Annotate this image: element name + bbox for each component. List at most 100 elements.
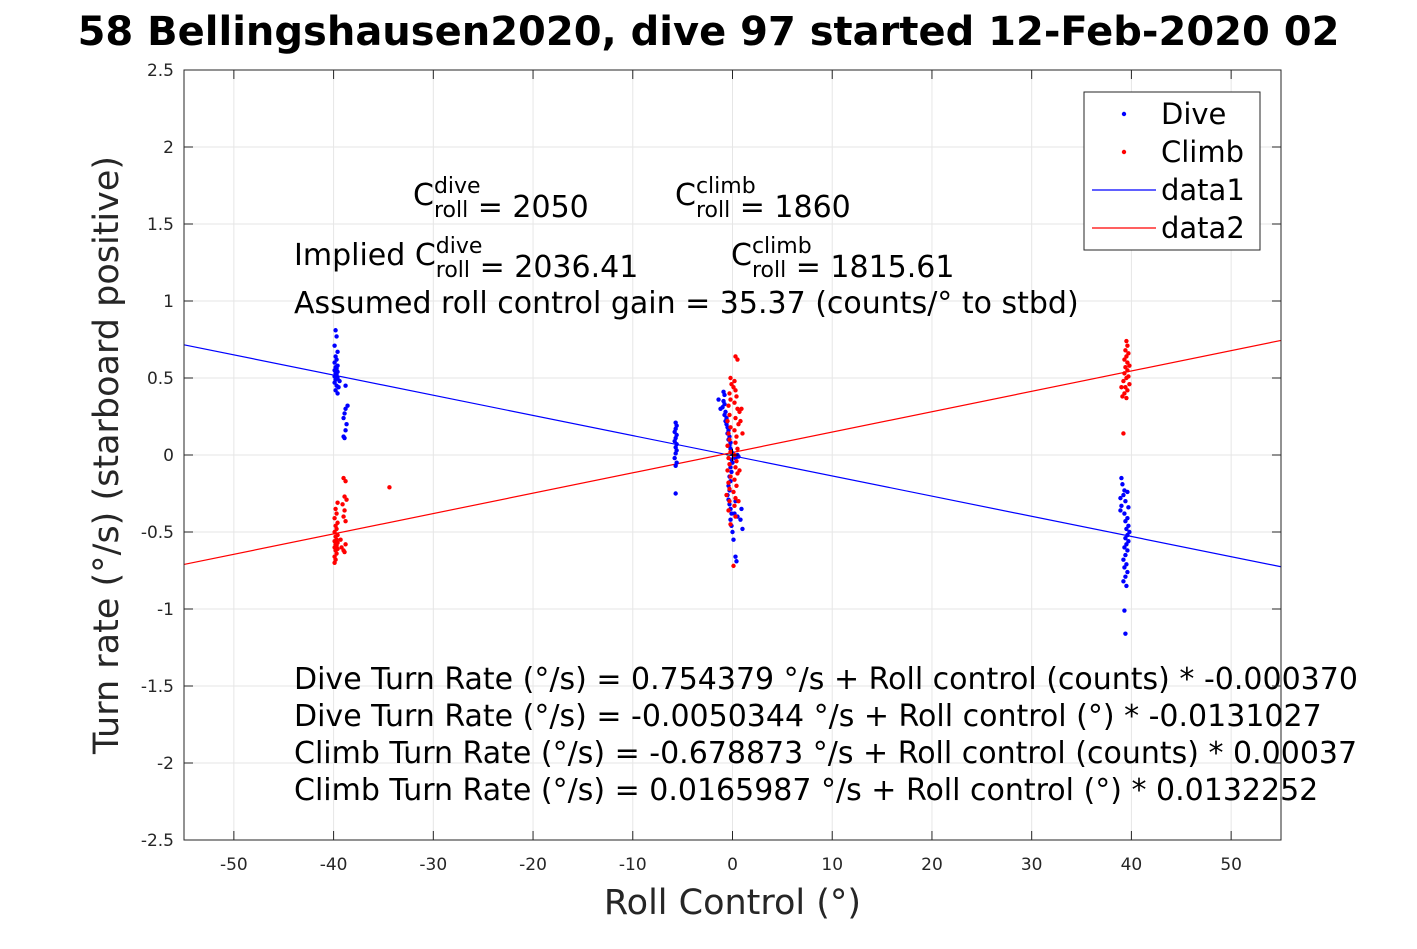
annotation-line: Dive Turn Rate (°/s) = 0.754379 °/s + Ro… [294,662,1358,697]
data-point-dive [1124,583,1129,589]
annotation: Dive Turn Rate (°/s) = 0.754379 °/s + Ro… [294,662,1358,808]
y-tick-label: 1 [163,292,174,312]
data-point-climb [341,514,346,519]
annotation-text: Climb Turn Rate (°/s) = 0.0165987 °/s + … [294,773,1318,808]
data-point-climb [734,483,739,488]
data-point-climb [728,449,733,455]
data-point-climb [732,400,737,405]
data-point-climb [332,560,337,565]
data-point-climb [332,529,337,535]
annotation-text: Dive Turn Rate (°/s) = -0.0050344 °/s + … [294,699,1322,734]
data-point-climb [733,495,738,501]
annotation: Cclimb roll = 1860 [675,174,851,225]
data-point-dive [1123,519,1128,524]
data-point-climb [731,489,736,495]
data-point-climb [1120,394,1125,399]
annotation-subscript: roll [434,198,468,223]
data-point-dive [332,343,337,348]
annotation-line: Climb Turn Rate (°/s) = 0.0165987 °/s + … [294,773,1318,808]
annotation-superscript: climb [752,234,812,259]
data-point-climb [728,474,733,479]
data-point-dive [672,455,677,461]
data-point-dive [335,349,340,355]
data-point-dive [1123,574,1128,579]
data-point-dive [1120,482,1125,487]
data-point-dive [1119,503,1124,509]
data-point-climb [726,431,731,436]
data-point-climb [737,468,742,473]
data-point-climb [726,403,731,408]
annotation-text: C [413,178,434,213]
data-point-dive [1122,608,1127,613]
annotation-text: C [675,178,696,213]
y-tick-label: -0.5 [141,523,174,543]
data-point-climb [727,462,732,467]
data-point-dive [1123,552,1128,558]
annotation: Cdive roll = 2050 [413,174,589,225]
y-tick-label: 0 [163,446,174,466]
data-point-dive [1118,508,1123,513]
annotation-line: Dive Turn Rate (°/s) = -0.0050344 °/s + … [294,699,1322,734]
data-point-climb [344,497,349,502]
data-point-dive [1123,631,1128,636]
data-point-climb [734,434,739,439]
y-tick-label: 1.5 [147,215,174,235]
data-point-climb [343,478,348,484]
data-point-climb [1125,368,1130,373]
annotation: Implied Cdive roll = 2036.41 [294,234,638,285]
x-axis-label: Roll Control (°) [604,883,861,923]
data-point-climb [733,465,738,470]
annotation-text: = 1815.61 [786,250,954,285]
data-point-climb [732,477,737,482]
data-point-dive [1122,511,1127,516]
data-point-climb [1122,357,1127,362]
data-point-dive [740,526,745,532]
legend: Dive Climb data1 data2 [1083,91,1261,251]
annotation-subscript: roll [752,258,786,283]
y-tick-label: -1.5 [141,677,174,697]
data-point-dive [332,360,337,365]
data-point-climb [733,440,738,445]
data-point-dive [1118,495,1123,501]
axis-labels: Roll Control (°) Turn rate (°/s) (starboa… [87,156,861,923]
data-point-dive [729,469,734,475]
legend-marker-climb [1121,149,1127,155]
data-point-climb [725,443,730,448]
annotation-line: Implied Cdive roll = 2036.41 [294,234,638,285]
chart-title-text: 58 Bellingshausen2020, dive 97 started 1… [77,9,1340,55]
data-point-dive [343,428,348,433]
data-point-dive [716,397,721,402]
data-point-climb [342,549,347,555]
data-point-climb [740,431,745,436]
y-tick-label: 2.5 [147,61,174,81]
data-point-dive [727,502,732,507]
data-point-climb [342,508,347,513]
x-tick-label: 40 [1121,855,1143,875]
data-point-dive [1122,565,1127,570]
x-tick-label: -50 [220,855,248,875]
x-tick-label: 20 [921,855,943,875]
data-point-climb [735,357,740,362]
annotation-text: Climb Turn Rate (°/s) = -0.678873 °/s + … [294,736,1357,771]
annotation-text: C [731,238,752,273]
data-point-climb [1121,378,1126,384]
annotation-line: Cclimb roll = 1815.61 [731,234,954,285]
data-point-climb [1123,348,1128,353]
annotation-text: = 2050 [468,190,589,225]
legend-label: Dive [1161,97,1226,131]
data-point-dive [738,517,743,522]
data-point-climb [733,514,738,519]
data-point-dive [336,385,341,390]
data-point-climb [726,508,731,513]
data-point-dive [1125,569,1130,575]
chart-title: 58 Bellingshausen2020, dive 97 started 1… [0,2,1417,62]
data-point-dive [731,537,736,542]
annotations: Cdive roll = 2050 Cclimb roll = 1860 Implied… [294,174,1358,808]
data-point-climb [732,503,737,509]
annotation: Cclimb roll = 1815.61 [731,234,954,285]
data-point-climb [728,375,733,381]
data-point-dive [342,435,347,441]
data-point-climb [727,437,732,442]
